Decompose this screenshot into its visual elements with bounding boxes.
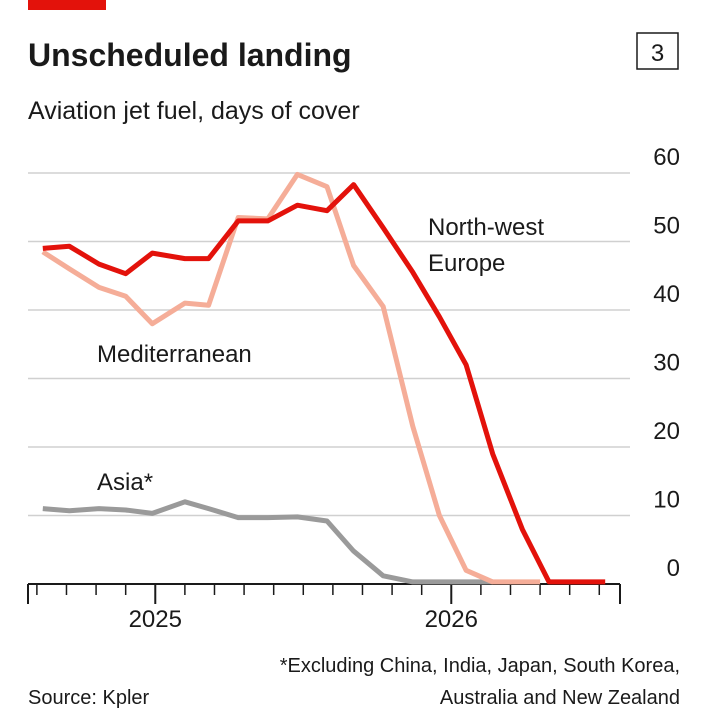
y-tick-label: 20 (653, 418, 680, 445)
footnote: Australia and New Zealand (440, 687, 680, 709)
series-line (42, 182, 606, 585)
series-line (42, 499, 493, 585)
y-tick-label: 60 (653, 144, 680, 171)
source: Source: Kpler (28, 687, 150, 709)
y-tick-label: 50 (653, 213, 680, 240)
chart-number-box (636, 32, 679, 70)
y-tick-label: 10 (653, 487, 680, 514)
annotation: Mediterranean (97, 341, 252, 368)
series-line (41, 171, 541, 585)
x-tick-label: 2026 (425, 606, 478, 633)
annotation: Europe (428, 250, 505, 277)
footnote: *Excluding China, India, Japan, South Ko… (280, 655, 680, 677)
chart-number: 3 (651, 40, 664, 67)
annotation: North-west (428, 214, 544, 241)
chart-title: Unscheduled landing (28, 37, 352, 73)
plot-area: 0 10 20 30 40 50 60 2025 2026 (27, 144, 680, 633)
annotation: Asia* (97, 469, 153, 496)
x-tick-label: 2025 (129, 606, 182, 633)
y-tick-label: 30 (653, 350, 680, 377)
brand-bar (28, 0, 106, 10)
y-tick-label: 0 (667, 555, 680, 582)
y-tick-label: 40 (653, 281, 680, 308)
chart-subtitle: Aviation jet fuel, days of cover (28, 97, 360, 125)
